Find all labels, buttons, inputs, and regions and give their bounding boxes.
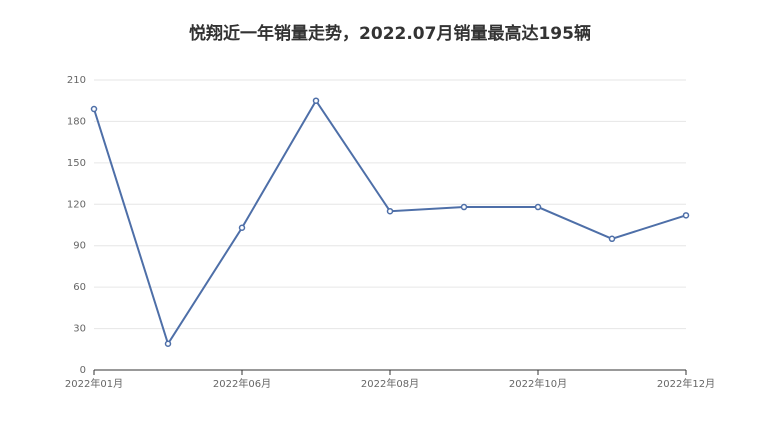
x-tick-label: 2022年08月	[361, 377, 419, 390]
x-tick-label: 2022年10月	[509, 377, 567, 390]
point	[682, 212, 690, 219]
y-tick-label: 150	[67, 158, 86, 169]
y-tick-label: 60	[73, 282, 86, 293]
point	[164, 340, 172, 348]
point	[238, 224, 246, 232]
y-tick-label: 120	[67, 199, 86, 210]
point	[386, 207, 394, 215]
point	[312, 97, 320, 104]
x-tick-label: 2022年01月	[65, 377, 123, 390]
x-tick-label: 2022年12月	[657, 377, 715, 390]
point	[460, 203, 468, 211]
x-tick-label: 2022年06月	[213, 377, 271, 390]
y-tick-label: 210	[67, 75, 86, 86]
y-tick-label: 30	[73, 324, 86, 335]
point	[90, 105, 98, 113]
chart-title: 悦翔近一年销量走势，2022.07月销量最高达195辆	[189, 23, 591, 44]
point	[608, 235, 616, 243]
line	[93, 98, 687, 347]
point	[534, 203, 542, 211]
y-tick-label: 180	[67, 116, 86, 127]
y-tick-label: 0	[80, 365, 86, 376]
y-tick-label: 90	[73, 241, 86, 252]
